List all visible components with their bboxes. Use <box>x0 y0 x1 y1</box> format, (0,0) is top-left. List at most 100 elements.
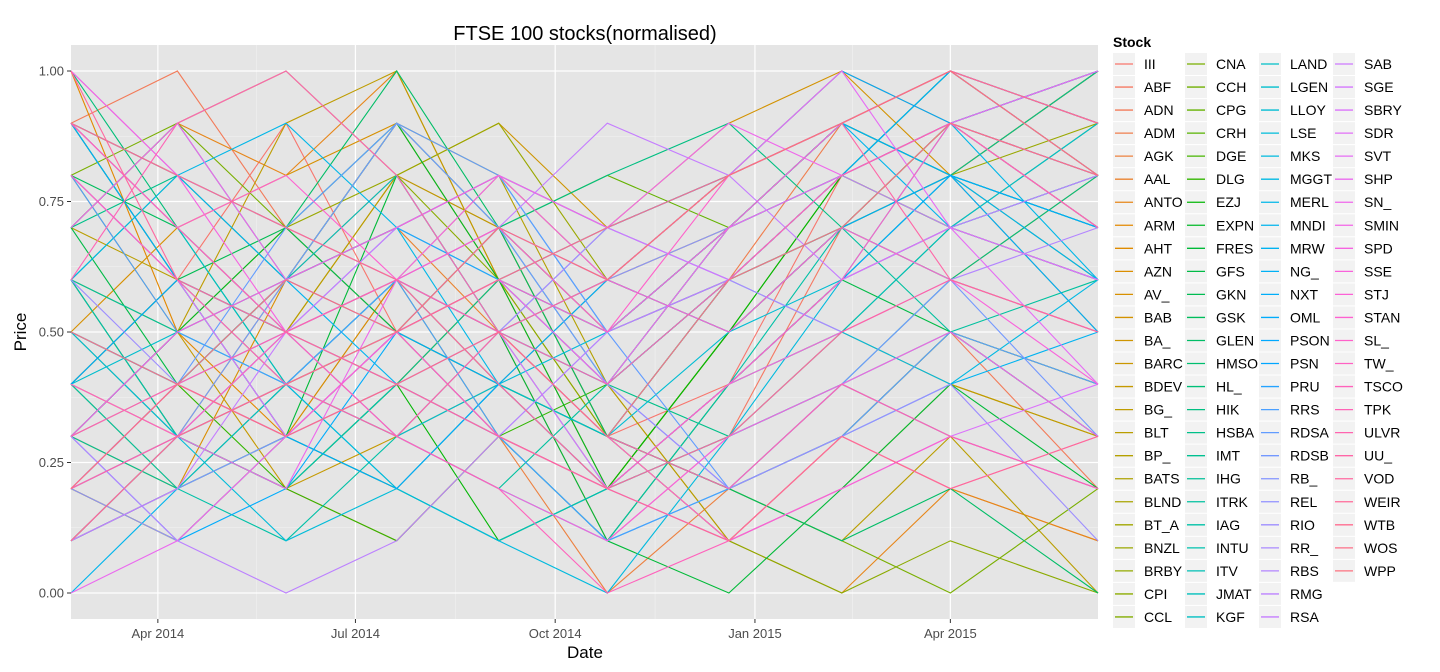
legend-item: LGEN <box>1259 76 1328 99</box>
legend-item: SGE <box>1333 76 1394 99</box>
legend-label: CPI <box>1144 586 1167 602</box>
legend-item: EZJ <box>1185 191 1241 214</box>
legend-label: CCL <box>1144 609 1172 625</box>
legend-item: AZN <box>1113 260 1172 283</box>
legend-label: ULVR <box>1364 425 1400 441</box>
legend-item: REL <box>1259 490 1317 513</box>
legend-label: STJ <box>1364 286 1389 302</box>
x-tick-label: Jul 2014 <box>331 626 380 641</box>
legend-label: CNA <box>1216 56 1246 72</box>
legend-item: DLG <box>1185 168 1245 191</box>
legend-item: HMSO <box>1185 352 1258 375</box>
legend-item: GKN <box>1185 283 1246 306</box>
legend-label: SVT <box>1364 148 1392 164</box>
legend-label: SSE <box>1364 263 1392 279</box>
legend-label: MKS <box>1290 148 1320 164</box>
legend-item: LLOY <box>1259 99 1326 122</box>
legend-label: MERL <box>1290 194 1329 210</box>
legend-label: ADM <box>1144 125 1175 141</box>
legend-item: STJ <box>1333 283 1389 306</box>
legend-label: TPK <box>1364 402 1392 418</box>
legend-label: WTB <box>1364 517 1395 533</box>
legend-item: RDSB <box>1259 444 1329 467</box>
legend-item: NG_ <box>1259 260 1319 283</box>
series-line-vod <box>70 70 1099 490</box>
legend-label: HMSO <box>1216 356 1258 372</box>
legend-item: MERL <box>1259 191 1329 214</box>
legend-item: TSCO <box>1333 375 1403 398</box>
legend-label: VOD <box>1364 471 1394 487</box>
x-tick-label: Apr 2015 <box>924 626 977 641</box>
series-line-ulvr <box>70 122 1099 437</box>
legend-label: RBS <box>1290 563 1319 579</box>
legend-item: SBRY <box>1333 99 1403 122</box>
legend-label: HSBA <box>1216 425 1255 441</box>
legend-label: SGE <box>1364 79 1394 95</box>
legend-label: ARM <box>1144 217 1175 233</box>
legend-label: RDSA <box>1290 425 1330 441</box>
x-tick-label: Apr 2014 <box>131 626 184 641</box>
legend-item: BNZL <box>1113 536 1180 559</box>
series-line-wos <box>70 122 1099 438</box>
y-tick-label: 0.50 <box>39 325 64 340</box>
legend-item: RR_ <box>1259 536 1318 559</box>
legend-label: RB_ <box>1290 471 1317 487</box>
legend-label: KGF <box>1216 609 1245 625</box>
legend-item: GSK <box>1185 306 1246 329</box>
legend-label: SMIN <box>1364 217 1399 233</box>
y-tick-label: 0.75 <box>39 194 64 209</box>
legend-label: AGK <box>1144 148 1174 164</box>
legend-item: IAG <box>1185 513 1240 536</box>
y-axis: 0.00 0.25 0.50 0.75 1.00 <box>39 64 71 601</box>
legend-item: ARM <box>1113 214 1175 237</box>
legend-item: HSBA <box>1185 421 1255 444</box>
legend-label: OML <box>1290 309 1321 325</box>
legend-item: ANTO <box>1113 191 1183 214</box>
gridlines <box>71 45 1098 619</box>
legend-label: NXT <box>1290 286 1318 302</box>
legend-label: PSN <box>1290 356 1319 372</box>
legend-label: PRU <box>1290 379 1320 395</box>
legend-item: KGF <box>1185 605 1245 628</box>
legend-label: STAN <box>1364 309 1400 325</box>
legend-label: SPD <box>1364 240 1393 256</box>
y-tick-label: 0.25 <box>39 455 64 470</box>
legend-item: RIO <box>1259 513 1315 536</box>
legend-item: AHT <box>1113 237 1172 260</box>
legend-item: CCL <box>1113 605 1172 628</box>
legend-label: UU_ <box>1364 448 1392 464</box>
legend-item: BARC <box>1113 352 1183 375</box>
x-axis: Apr 2014 Jul 2014 Oct 2014 Jan 2015 Apr 2015 <box>131 619 977 641</box>
legend-item: BAB <box>1113 306 1172 329</box>
legend-item: ULVR <box>1333 421 1400 444</box>
x-tick-label: Oct 2014 <box>529 626 582 641</box>
legend-label: DLG <box>1216 171 1245 187</box>
legend-item: PRU <box>1259 375 1320 398</box>
legend-item: GLEN <box>1185 329 1254 352</box>
legend-item: CPI <box>1113 582 1167 605</box>
legend-label: SAB <box>1364 56 1392 72</box>
legend-label: ADN <box>1144 102 1174 118</box>
legend-label: LAND <box>1290 56 1327 72</box>
chart-title: FTSE 100 stocks(normalised) <box>453 23 716 45</box>
legend-item: SMIN <box>1333 214 1399 237</box>
legend-item: FRES <box>1185 237 1253 260</box>
legend-label: AV_ <box>1144 286 1170 302</box>
legend-item: MNDI <box>1259 214 1326 237</box>
legend-label: WOS <box>1364 540 1397 556</box>
legend-item: MRW <box>1259 237 1326 260</box>
legend-item: INTU <box>1185 536 1249 559</box>
legend-item: STAN <box>1333 306 1400 329</box>
y-tick-label: 0.00 <box>39 586 64 601</box>
legend-label: SN_ <box>1364 194 1391 210</box>
legend-label: AHT <box>1144 240 1172 256</box>
legend-item: RBS <box>1259 559 1319 582</box>
legend-item: GFS <box>1185 260 1245 283</box>
legend-item: WEIR <box>1333 490 1401 513</box>
legend-item: WTB <box>1333 513 1395 536</box>
legend-label: IAG <box>1216 517 1240 533</box>
legend-item: SSE <box>1333 260 1392 283</box>
legend-item: BP_ <box>1113 444 1171 467</box>
legend: III ABF ADN ADM AGK AAL ANTO ARM AHT AZN AV_ BAB BA_… <box>1113 53 1403 628</box>
